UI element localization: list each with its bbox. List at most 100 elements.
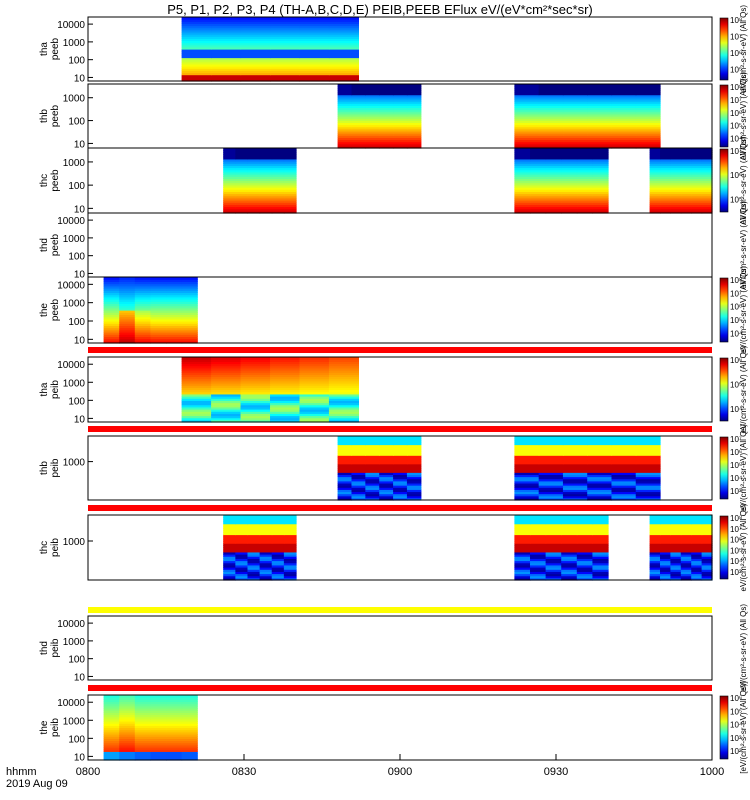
spectrogram-cell [365,111,380,115]
spectrogram-cell [393,440,408,443]
spectrogram-cell [328,17,359,20]
spectrogram-cell [660,562,671,566]
spectrogram-cell [701,161,713,164]
x-tick-label: 0900 [388,766,412,778]
spectrogram-cell [660,174,671,177]
spectrogram-cell [150,288,167,291]
spectrogram-cell [576,195,593,199]
spectrogram-cell [259,551,273,555]
spectrogram-cell [259,519,273,523]
spectrogram-cell [283,551,297,555]
spectrogram-cell [691,519,703,523]
spectrogram-cell [134,301,151,304]
spectrogram-cell [611,101,637,104]
spectrogram-cell [337,92,353,96]
spectrogram-cell [259,547,273,551]
spectrogram-cell [259,556,273,559]
spectrogram-cell [538,94,564,98]
spectrogram-cell [223,521,236,525]
spectrogram-cell [223,517,236,520]
spectrogram-cell [514,521,531,525]
spectrogram-cell [670,178,682,182]
spectrogram-cell [660,204,671,208]
spectrogram-cell [393,130,408,134]
spectrogram-cell [166,708,183,711]
spectrogram-cell [680,182,692,186]
spectrogram-cell [587,455,613,458]
spectrogram-cell [259,569,273,572]
spectrogram-cell [538,476,564,480]
spectrogram-cell [119,301,136,304]
spectrogram-cell [299,406,330,410]
spectrogram-cell [562,476,588,480]
spectrogram-cell [235,562,249,566]
spectrogram-cell [545,560,562,564]
spectrogram-cell [611,143,637,147]
spectrogram-cell [592,536,609,540]
spectrogram-cell [328,29,359,33]
spectrogram-cell [538,96,564,100]
spectrogram-cell [119,281,136,285]
spectrogram-cell [351,474,366,478]
spectrogram-cell [181,721,198,724]
spectrogram-cell [181,747,198,750]
spectrogram-cell [660,202,671,205]
spectrogram-cell [283,545,297,549]
spectrogram-cell [538,101,564,104]
spectrogram-cell [240,389,271,393]
spectrogram-cell [393,143,408,147]
spectrogram-cell [211,374,242,378]
spectrogram-cell [328,66,359,69]
spectrogram-cell [166,718,183,722]
spectrogram-cell [365,120,380,123]
spectrogram-cell [181,327,198,331]
spectrogram-cell [351,96,366,100]
spectrogram-cell [587,440,613,443]
spectrogram-cell [150,727,167,731]
spectrogram-cell [328,19,359,22]
spectrogram-cell [561,158,578,162]
spectrogram-cell [328,38,359,42]
spectrogram-cell [247,521,261,525]
spectrogram-cell [240,385,271,388]
spectrogram-cell [247,204,261,208]
spectrogram-cell [530,525,547,529]
x-tick-label: 0830 [232,766,256,778]
spectrogram-cell [514,525,531,529]
spectrogram-cell [545,182,562,186]
spectrogram-cell [611,440,637,443]
spectrogram-cell [587,130,613,134]
spectrogram-cell [223,171,236,175]
spectrogram-cell [134,279,151,282]
spectrogram-cell [365,478,380,482]
spectrogram-cell [587,461,613,465]
spectrogram-cell [587,135,613,138]
spectrogram-cell [337,478,353,482]
spectrogram-cell [545,521,562,525]
panel-frame [87,514,713,581]
spectrogram-cell [299,17,330,20]
spectrogram-cell [691,567,703,570]
spectrogram-cell [328,27,359,31]
spectrogram-cell [592,193,609,197]
spectrogram-cell [299,413,330,417]
spectrogram-cell [576,187,593,190]
spectrogram-cell [181,76,212,80]
panel-product-label: peib [50,638,61,657]
spectrogram-cell [635,139,661,143]
spectrogram-cell [406,470,422,473]
spectrogram-cell [562,457,588,461]
spectrogram-cell [514,436,540,439]
spectrogram-cell [649,534,661,538]
spectrogram-cell [660,575,671,579]
spectrogram-cell [283,534,297,538]
spectrogram-cell [379,101,394,104]
spectrogram-cell [514,105,540,109]
spectrogram-cell [587,457,613,461]
spectrogram-cell [283,523,297,527]
spectrogram-cell [150,695,167,698]
spectrogram-cell [235,158,249,162]
spectrogram-cell [103,725,120,729]
spectrogram-cell [103,312,120,315]
panel-probe-label: thd [39,641,50,655]
